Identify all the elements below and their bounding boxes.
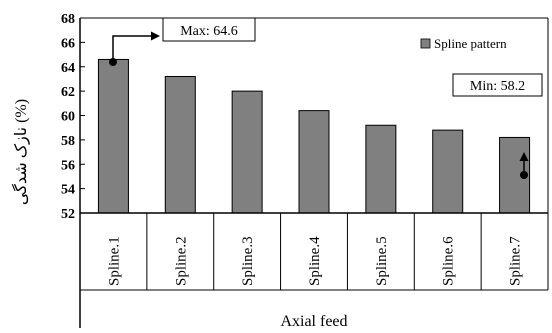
max-arrow-head [151, 31, 160, 41]
bar [97, 58, 129, 214]
bar [164, 76, 196, 214]
max-label-box [162, 17, 256, 42]
min-annotation: Min: 58.2 [452, 73, 543, 179]
legend-label: Spline pattern [434, 36, 507, 51]
y-tick-label: 56 [61, 158, 75, 173]
bar [231, 90, 263, 214]
x-tick-label: Spline.2 [173, 236, 189, 286]
legend: Spline pattern [420, 36, 507, 51]
y-tick-label: 62 [61, 85, 75, 100]
bar [432, 129, 464, 214]
x-axis-label: Axial feed [280, 313, 347, 330]
min-arrow-head [519, 152, 529, 161]
y-tick-label: 52 [61, 207, 75, 222]
x-tick-label: Spline.6 [441, 236, 457, 286]
x-tick-label: Spline.4 [307, 236, 323, 286]
x-axis-categories: Spline.1 Spline.2 Spline.3 Spline.4 Spline.5… [80, 213, 549, 291]
y-tick-label: 60 [61, 110, 75, 125]
max-label: Max: 64.6 [180, 24, 238, 39]
min-label: Min: 58.2 [470, 79, 525, 94]
bar [365, 124, 397, 214]
legend-swatch [420, 38, 431, 49]
x-tick-label: Spline.5 [374, 236, 390, 286]
y-axis-label: نازک شدگی (%) [11, 99, 30, 205]
x-tick-label: Spline.1 [106, 236, 122, 286]
bar [298, 110, 330, 214]
y-tick-label: 58 [61, 134, 75, 149]
max-annotation: Max: 64.6 [109, 17, 256, 66]
y-tick-label: 66 [61, 36, 75, 51]
y-tick-label: 54 [61, 183, 75, 198]
min-label-box [452, 73, 543, 97]
x-tick-label: Spline.3 [240, 236, 256, 286]
max-arrow-line [112, 35, 152, 62]
bars [97, 58, 531, 214]
x-tick-label: Spline.7 [508, 236, 524, 286]
y-tick-label: 64 [61, 61, 75, 76]
y-tick-label: 68 [61, 12, 75, 27]
y-axis-ticks: 52 54 56 58 60 62 64 66 68 [61, 12, 85, 222]
